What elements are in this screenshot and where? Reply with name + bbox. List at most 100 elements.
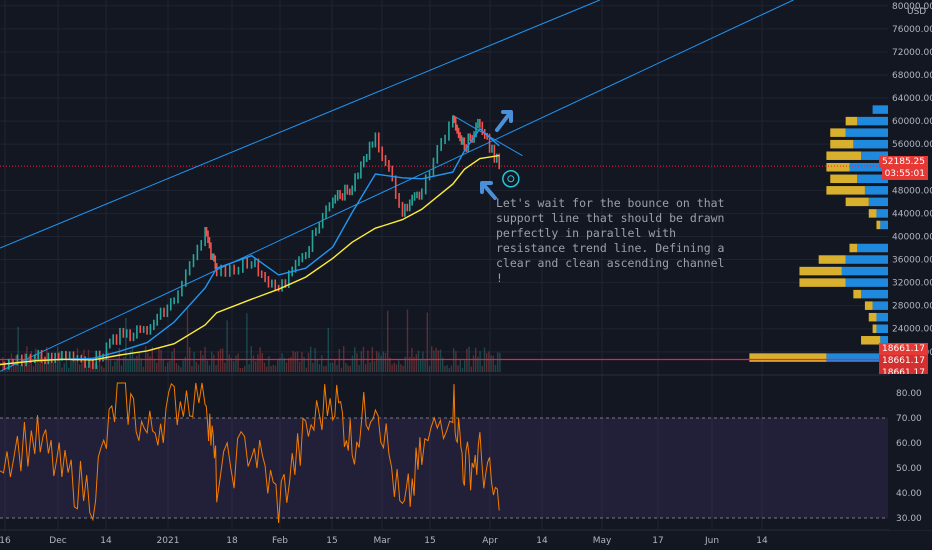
moving-average-fast [0,127,500,366]
volume-bar [239,367,241,372]
volume-bar [360,351,362,372]
volume-bar [228,354,230,372]
volume-profile [749,105,888,362]
volume-bar [252,355,255,372]
last-price-tag: 52185.25 [879,156,928,168]
volume-bar [472,355,475,372]
volume-bar [235,355,237,372]
price-tick-label: 64000.00 [892,94,932,104]
horizontal-levels [0,165,888,361]
profile-bar-buy [868,197,888,207]
volume-bar [147,353,149,372]
profile-bar-sell [830,128,846,137]
volume-bar [211,351,213,372]
profile-bar-buy [857,174,888,184]
volume-bar [61,367,63,372]
osc-tick-label: 80.00 [896,389,922,399]
profile-bar-buy [845,255,888,264]
volume-bar [178,365,180,372]
profile-bar-buy [864,186,888,195]
osc-tick-label: 60.00 [896,439,922,449]
oscillator-series [0,382,500,524]
volume-bar [248,364,250,372]
price-tick-label: 80000.00 [892,2,932,12]
annotation-text: Let's wait for the bounce on that suppor… [496,196,725,285]
volume-bar [219,348,222,372]
profile-bar-buy [849,163,888,172]
price-tick-label: 28000.00 [892,302,932,312]
price-tick-label: 76000.00 [892,25,932,35]
volume-bar [94,362,96,372]
volume-bar [413,357,415,372]
time-tick-label: Apr [482,536,498,546]
volume-bars [2,308,501,372]
volume-bar [415,353,417,372]
profile-bar-sell [749,353,827,362]
volume-bar [217,351,219,372]
volume-bar [296,351,299,372]
time-tick-label: 18 [226,536,238,546]
time-tick-label: Mar [374,536,391,546]
volume-bar [226,320,228,372]
profile-bar-sell [830,139,854,149]
volume-bar [112,366,114,372]
volume-bar [387,310,389,372]
volume-bar [43,358,46,372]
volume-bar [428,365,431,372]
volume-bar [50,358,52,372]
volume-bar [13,362,15,372]
price-axis[interactable]: 80000.00 76000.00 72000.00 68000.00 64000.00… [890,0,932,530]
time-tick-label: 17 [652,536,663,546]
volume-bar [230,357,233,372]
volume-bar [347,365,349,372]
volume-bar [466,348,468,372]
volume-bar [96,364,98,372]
volume-bar [338,348,340,372]
price-tick-label: 32000.00 [892,279,932,289]
volume-bar [277,358,279,372]
volume-bar [332,362,334,372]
volume-bar [268,356,270,372]
volume-bar [303,357,305,372]
profile-bar-buy [845,278,888,287]
volume-bar [233,361,235,372]
profile-bar-sell [853,289,862,299]
osc-tick-label: 50.00 [896,464,922,474]
volume-bar [305,367,307,372]
volume-bar [365,364,367,372]
volume-bar [409,356,411,372]
time-tick-label: May [593,536,612,546]
volume-bar [24,353,26,372]
oscillator-band [0,417,888,519]
volume-bar [351,355,354,372]
volume-bar [21,363,24,372]
currency-label: USD [907,7,926,17]
countdown-tag: 03:55:01 [881,168,928,180]
volume-bar [127,358,129,372]
price-tick-label: 68000.00 [892,71,932,81]
volume-bar [437,350,439,372]
volume-bar [90,357,92,372]
price-series [0,115,501,370]
touch-point-circle [502,170,520,188]
support-trend-line [0,0,794,372]
volume-bar [307,352,310,372]
osc-tick-label: 30.00 [896,514,922,524]
profile-bar-buy [880,336,888,345]
volume-bar [222,348,224,372]
volume-bar [65,351,68,372]
volume-bar [79,364,81,372]
volume-bar [459,359,461,372]
volume-bar [316,358,318,372]
profile-bar-sell [799,266,842,276]
volume-bar [290,357,292,372]
profile-bar-buy [861,151,888,160]
volume-bar [193,352,195,372]
time-axis[interactable]: 16 Dec 14 2021 18 Feb 15 Mar 15 Apr 14 May 17 Jun 14 [0,536,768,546]
volume-bar [389,357,391,372]
volume-bar [266,366,268,372]
volume-bar [136,355,138,372]
ascending-channel[interactable] [0,0,794,372]
time-tick-label: Dec [49,536,66,546]
